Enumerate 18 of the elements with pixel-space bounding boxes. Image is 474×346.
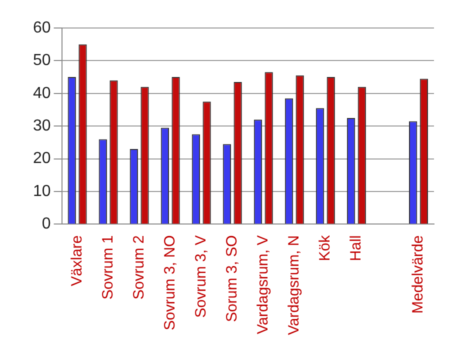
- y-tick-label: 30: [33, 118, 51, 135]
- x-tick-label: Sovrum 3, V: [192, 235, 210, 318]
- x-tick-label: Vardagsrum, V: [254, 235, 272, 334]
- y-tick-label: 10: [33, 182, 51, 200]
- x-tick-label: Sovrum 3, NO: [161, 235, 178, 330]
- y-tick-label: 20: [33, 150, 51, 168]
- x-tick-label: Sovrum 2: [130, 235, 148, 300]
- x-tick-label: Kök: [316, 234, 334, 262]
- x-tick-label: Medelvärde: [410, 235, 427, 314]
- x-tick-label: Vardagsrum, N: [286, 235, 303, 336]
- y-tick-label: 40: [33, 84, 51, 102]
- x-tick-label: Sovrum 1: [99, 235, 116, 300]
- y-tick-label: 0: [42, 216, 51, 233]
- y-tick-label: 50: [33, 52, 51, 70]
- y-tick-label: 60: [33, 19, 51, 36]
- x-tick-label: Sorum 3, SO: [224, 235, 241, 322]
- x-tick-label: Växlare: [68, 235, 86, 286]
- x-tick-label: Hall: [348, 235, 365, 262]
